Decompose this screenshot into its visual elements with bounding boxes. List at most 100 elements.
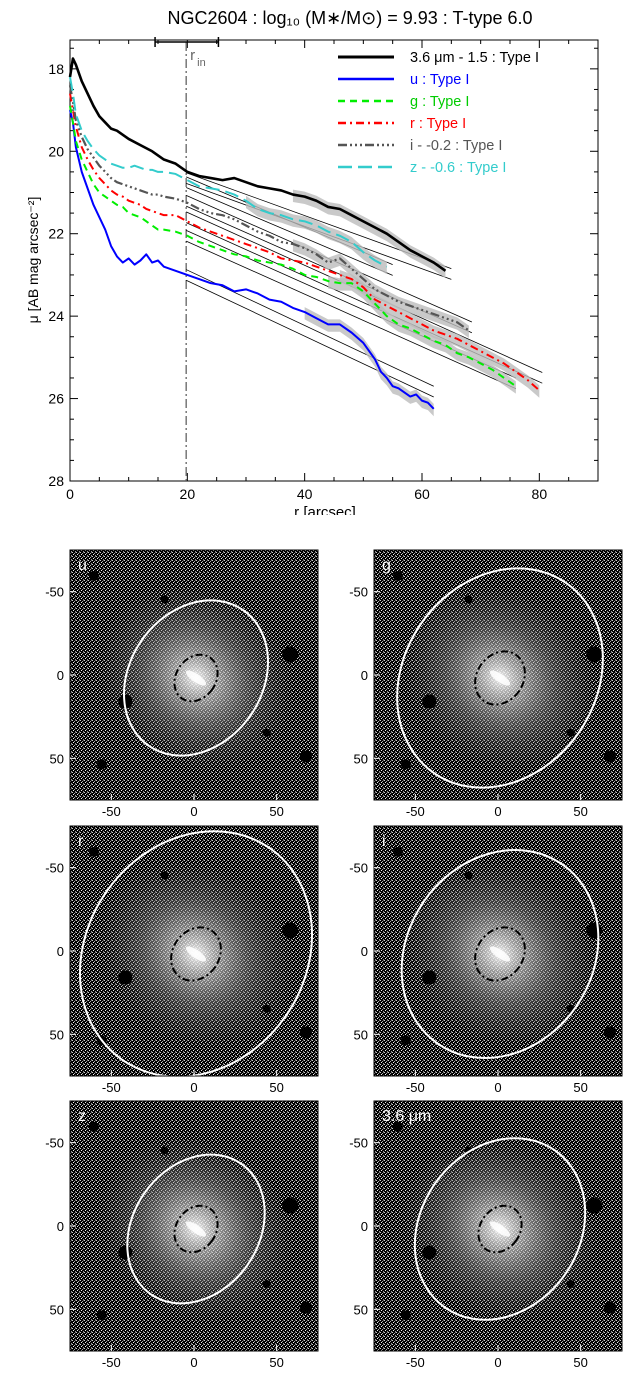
x-tick-label: -50 <box>406 1080 425 1095</box>
masked-star <box>262 1279 271 1288</box>
outer-ellipse <box>123 599 269 757</box>
masked-star <box>160 595 169 604</box>
x-tick-label: 0 <box>190 1355 197 1370</box>
series-line <box>69 109 435 410</box>
masked-star <box>586 1197 603 1214</box>
masked-star <box>118 970 133 985</box>
x-tick-label: 0 <box>494 804 501 819</box>
series-line <box>68 57 447 272</box>
y-axis: 18 20 22 24 26 28 <box>48 47 598 489</box>
image-panel: z -50 0 50 50 0 -50 <box>45 1100 319 1370</box>
y-tick-label: 28 <box>48 473 64 489</box>
series-line <box>69 93 540 392</box>
masked-star <box>464 871 473 880</box>
uncertainty-band <box>292 239 469 338</box>
x-tick-label: -50 <box>406 1355 425 1370</box>
series-line <box>69 76 388 268</box>
y-tick-label: 24 <box>48 308 64 324</box>
y-tick-label: 0 <box>57 944 64 959</box>
masked-star <box>282 1197 299 1214</box>
fit-line <box>186 187 393 276</box>
masked-star <box>299 750 312 763</box>
masked-star <box>299 1026 312 1039</box>
y-tick-label: 22 <box>48 226 64 242</box>
y-tick-label: -50 <box>349 861 368 876</box>
x-tick-label: 20 <box>180 486 196 502</box>
masked-star <box>118 1245 133 1260</box>
surface-brightness-profile-chart: NGC2604 : log₁₀ (M∗/M⊙) = 9.93 : T-type … <box>25 8 599 515</box>
masked-star <box>422 694 437 709</box>
masked-star <box>603 750 616 763</box>
inner-ellipse <box>173 1204 219 1254</box>
masked-star <box>160 1146 169 1155</box>
uncertainty-band <box>292 189 446 279</box>
y-tick-label: 0 <box>361 668 368 683</box>
image-panel: i -50 0 50 50 0 -50 <box>349 825 623 1095</box>
masked-star <box>392 1121 403 1132</box>
masked-star <box>262 1004 271 1013</box>
masked-star <box>282 922 299 939</box>
x-tick-label: 0 <box>494 1355 501 1370</box>
outer-ellipse <box>78 830 314 1078</box>
x-tick-label: 0 <box>190 1080 197 1095</box>
image-panel: u -50 0 50 50 0 -50 <box>45 549 319 819</box>
x-tick-label: 50 <box>573 804 587 819</box>
y-tick-label: 50 <box>50 1302 64 1317</box>
y-tick-label: -50 <box>349 1136 368 1151</box>
masked-star <box>262 728 271 737</box>
masked-star <box>422 970 437 985</box>
chart-title: NGC2604 : log₁₀ (M∗/M⊙) = 9.93 : T-type … <box>167 8 532 28</box>
masked-star <box>88 570 99 581</box>
image-panel: r -50 0 50 50 0 -50 <box>45 825 319 1095</box>
panel-label: i <box>382 833 386 850</box>
masked-star <box>88 846 99 857</box>
masked-star <box>88 1121 99 1132</box>
image-panel: 3.6 μm -50 0 50 50 0 -50 <box>349 1100 623 1370</box>
masked-star <box>282 646 299 663</box>
y-tick-label: 0 <box>361 1219 368 1234</box>
outer-ellipse <box>396 567 604 789</box>
fit-line <box>185 279 434 398</box>
masked-star <box>422 1245 437 1260</box>
masked-star <box>400 1035 411 1046</box>
galaxy-bar <box>185 1221 207 1237</box>
masked-star <box>299 1301 312 1314</box>
fit-line <box>185 269 434 387</box>
galaxy-bar <box>489 670 511 686</box>
legend-label: 3.6 μm - 1.5 : Type I <box>410 50 539 66</box>
legend-label: r : Type I <box>410 116 466 132</box>
y-tick-label: -50 <box>349 585 368 600</box>
galaxy-bar <box>489 946 511 962</box>
x-tick-label: 60 <box>414 486 430 502</box>
y-tick-label: 18 <box>48 61 64 77</box>
panel-label: z <box>78 1108 86 1125</box>
inner-ellipse <box>170 926 222 982</box>
legend: 3.6 μm - 1.5 : Type I u : Type I g : Type … <box>338 50 539 176</box>
outer-ellipse <box>413 1137 587 1321</box>
x-tick-label: -50 <box>406 804 425 819</box>
x-tick-label: 50 <box>573 1355 587 1370</box>
masked-star <box>586 922 603 939</box>
inner-ellipse <box>173 653 219 703</box>
masked-star <box>96 759 107 770</box>
uncertainty-band <box>304 307 434 417</box>
series-line <box>68 85 470 332</box>
panel-label: r <box>78 833 84 850</box>
x-tick-label: -50 <box>102 1355 121 1370</box>
r-in-label-subscript: in <box>197 57 206 69</box>
image-panel: g -50 0 50 50 0 -50 <box>349 549 623 819</box>
masked-star <box>603 1301 616 1314</box>
masked-star <box>400 759 411 770</box>
galaxy-bar <box>185 946 207 962</box>
x-tick-label: -50 <box>102 804 121 819</box>
y-tick-label: 0 <box>361 944 368 959</box>
x-tick-label: 80 <box>532 486 548 502</box>
masked-star <box>392 846 403 857</box>
x-axis-label: r [arcsec] <box>294 504 356 515</box>
panel-label: 3.6 μm <box>382 1108 431 1125</box>
legend-label: g : Type I <box>410 94 469 110</box>
y-axis-label: μ [AB mag arcsec⁻²] <box>25 197 41 324</box>
legend-label: z - -0.6 : Type I <box>410 160 506 176</box>
masked-star <box>603 1026 616 1039</box>
